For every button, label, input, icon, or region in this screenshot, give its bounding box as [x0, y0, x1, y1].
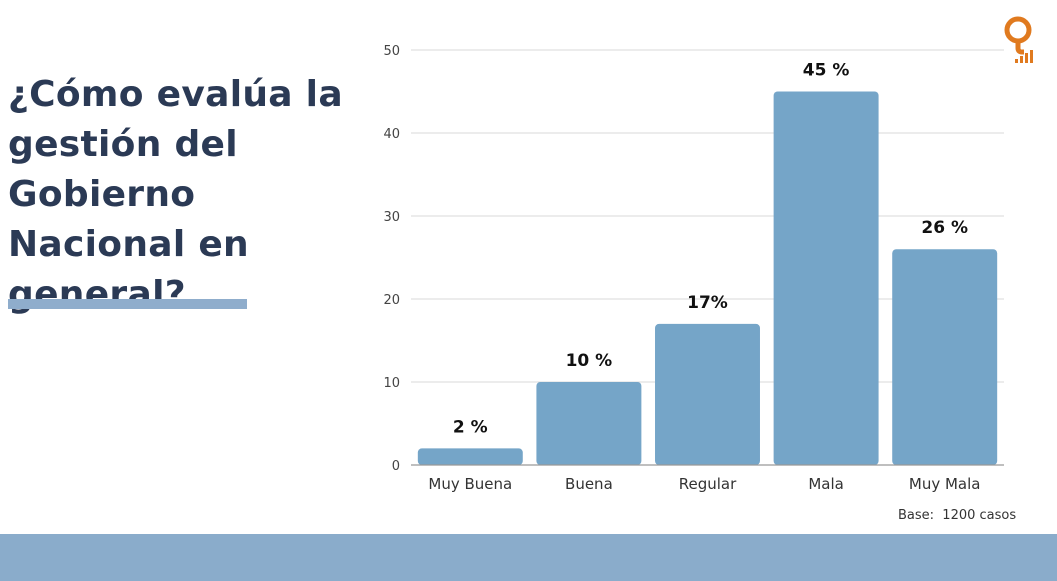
data-label: 17% [687, 293, 728, 313]
bar-regular [655, 323, 760, 465]
y-tick-label: 40 [383, 127, 400, 142]
x-category-label: Buena [565, 475, 613, 493]
x-category-label: Muy Buena [428, 475, 512, 493]
footer-band [0, 534, 1057, 581]
data-label: 10 % [566, 351, 613, 371]
base-note: Base: 1200 casos [898, 508, 1017, 523]
bar-buena [536, 382, 642, 465]
y-tick-label: 10 [383, 376, 400, 391]
title-underline-bar [8, 299, 247, 309]
data-label: 45 % [803, 61, 850, 81]
bar-muy-mala [892, 249, 998, 465]
data-label: 26 % [921, 218, 968, 238]
y-tick-label: 20 [383, 293, 400, 308]
bar-chart: 0 10 20 30 40 50 2 % Muy Buena 10 % Buena 17% Regul… [383, 44, 1004, 493]
bar-muy-buena [417, 448, 523, 465]
x-category-label: Muy Mala [909, 475, 981, 493]
x-category-label: Mala [808, 475, 844, 493]
y-tick-label: 50 [383, 44, 400, 59]
y-tick-label: 0 [392, 459, 400, 474]
bar-mala [773, 91, 879, 465]
y-tick-label: 30 [383, 210, 400, 225]
x-category-label: Regular [679, 475, 737, 493]
q-signal-logo-icon [1004, 16, 1033, 63]
data-label: 2 % [453, 417, 488, 437]
